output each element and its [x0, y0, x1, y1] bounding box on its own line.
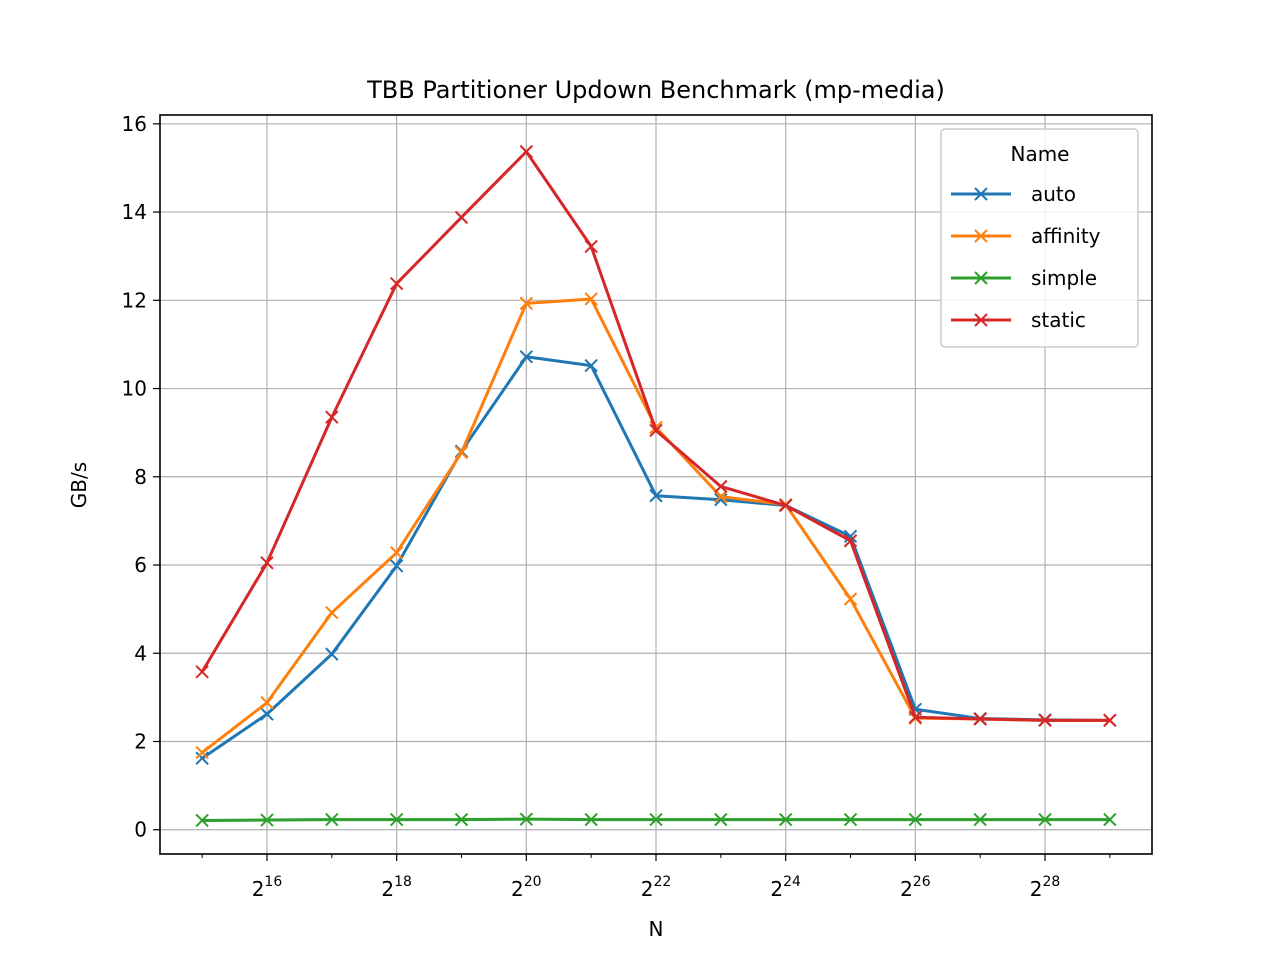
data-point: [649, 489, 663, 503]
x-tick-label: 218: [381, 874, 412, 901]
data-point: [519, 296, 534, 311]
legend-entry-static: static: [951, 308, 1086, 332]
chart-title: TBB Partitioner Updown Benchmark (mp-med…: [366, 76, 945, 104]
legend-title: Name: [1010, 142, 1069, 166]
data-point: [843, 529, 858, 544]
data-point: [195, 665, 209, 679]
data-point: [973, 812, 987, 827]
y-tick-label: 8: [134, 465, 147, 489]
legend-label: affinity: [1031, 224, 1101, 248]
data-point: [519, 350, 534, 364]
data-point: [325, 605, 339, 620]
data-point: [908, 812, 923, 827]
data-point: [454, 210, 469, 225]
data-point: [454, 812, 469, 827]
legend: Name auto affinity simple static: [940, 128, 1139, 348]
y-tick-label: 0: [134, 818, 147, 842]
data-point: [325, 812, 339, 827]
data-point: [778, 498, 793, 513]
y-tick-label: 14: [122, 200, 147, 224]
x-tick-label: 220: [511, 874, 542, 901]
data-point: [584, 239, 598, 254]
data-point: [1038, 812, 1052, 827]
data-point: [195, 813, 209, 828]
data-point: [584, 358, 598, 373]
legend-entry-affinity: affinity: [951, 224, 1101, 248]
data-point: [714, 489, 728, 504]
x-axis: 216 218 220 222 224 226 228: [201, 854, 1111, 901]
data-point: [260, 707, 274, 721]
x-tick-label: 216: [252, 874, 283, 901]
y-tick-label: 4: [134, 641, 147, 665]
data-point: [1038, 713, 1052, 728]
data-point: [325, 410, 339, 424]
legend-marker: [974, 271, 988, 285]
data-point: [389, 812, 404, 827]
x-tick-label: 224: [770, 874, 801, 901]
data-point: [195, 745, 209, 760]
x-tick-label: 222: [641, 874, 672, 901]
y-tick-label: 12: [122, 288, 147, 312]
y-tick-label: 2: [134, 729, 147, 753]
data-point: [389, 559, 404, 573]
series-static: [195, 144, 1117, 728]
legend-marker: [974, 229, 988, 243]
data-point: [260, 556, 274, 570]
legend-entries: auto affinity simple static: [951, 182, 1101, 332]
data-point: [389, 276, 404, 291]
x-tick-label: 226: [900, 874, 931, 901]
data-point: [843, 534, 858, 548]
y-tick-label: 6: [134, 553, 147, 577]
legend-entry-auto: auto: [951, 182, 1076, 206]
data-point: [454, 445, 469, 460]
series-simple: [195, 812, 1117, 828]
data-point: [649, 812, 663, 827]
data-point: [584, 812, 598, 827]
x-tick-label: 228: [1030, 874, 1061, 901]
data-point: [1103, 713, 1117, 728]
data-point: [519, 812, 534, 826]
data-point: [260, 695, 274, 710]
grid: [160, 115, 1152, 854]
data-point: [1103, 812, 1117, 827]
data-point: [843, 592, 858, 606]
legend-marker: [974, 187, 988, 201]
x-axis-label: N: [649, 917, 664, 941]
data-point: [195, 751, 209, 765]
y-axis: 0 2 4 6 8 10 12 14 16: [122, 112, 160, 842]
legend-label: static: [1031, 308, 1086, 332]
data-point: [325, 647, 339, 661]
legend-label: auto: [1031, 182, 1076, 206]
data-point: [649, 423, 663, 438]
data-point: [519, 144, 534, 159]
legend-entry-simple: simple: [951, 266, 1097, 290]
y-axis-label: GB/s: [67, 462, 91, 508]
y-tick-label: 16: [122, 112, 147, 136]
data-point: [389, 545, 404, 560]
data-point: [260, 813, 274, 827]
legend-marker: [974, 313, 988, 327]
data-point: [908, 710, 923, 724]
data-point: [843, 812, 858, 827]
data-point: [584, 292, 598, 306]
series-group: [195, 144, 1117, 828]
data-point: [973, 712, 987, 726]
legend-label: simple: [1031, 266, 1097, 290]
legend-box: [940, 128, 1139, 348]
data-point: [714, 479, 728, 494]
y-tick-label: 10: [122, 377, 147, 401]
data-point: [778, 812, 793, 827]
data-point: [714, 812, 728, 827]
